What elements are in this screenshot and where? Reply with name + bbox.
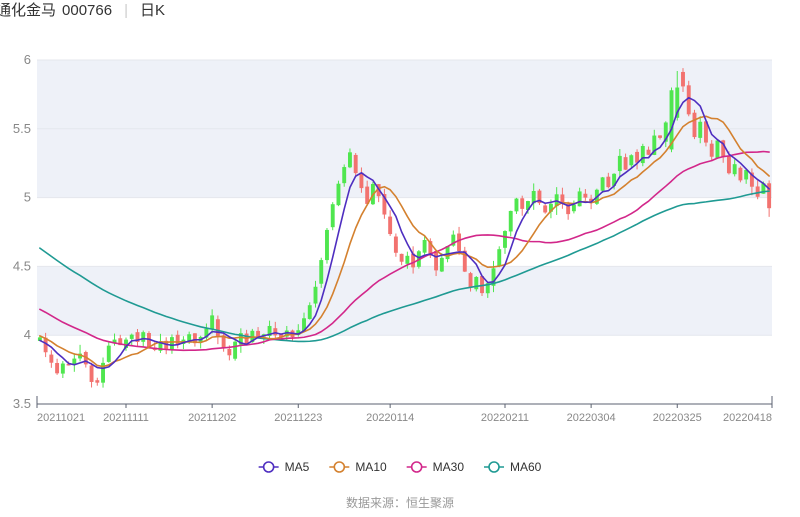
svg-text:4: 4 [24,327,31,342]
svg-text:5: 5 [24,190,31,205]
svg-text:6: 6 [24,52,31,67]
svg-text:5.5: 5.5 [13,121,31,136]
svg-text:MA30: MA30 [433,460,465,474]
svg-text:20211111: 20211111 [103,412,149,424]
svg-text:20220304: 20220304 [567,412,616,424]
svg-text:MA60: MA60 [510,460,542,474]
svg-text:3.5: 3.5 [13,396,31,411]
svg-text:MA5: MA5 [285,460,310,474]
svg-text:20220418: 20220418 [723,412,772,424]
svg-text:20211223: 20211223 [274,412,322,424]
svg-text:20220211: 20220211 [481,412,529,424]
svg-text:MA10: MA10 [355,460,387,474]
svg-text:20220325: 20220325 [653,412,702,424]
svg-text:20220114: 20220114 [366,412,414,424]
svg-text:20211021: 20211021 [37,412,85,424]
svg-text:4.5: 4.5 [13,258,31,273]
svg-text:20211202: 20211202 [188,412,236,424]
